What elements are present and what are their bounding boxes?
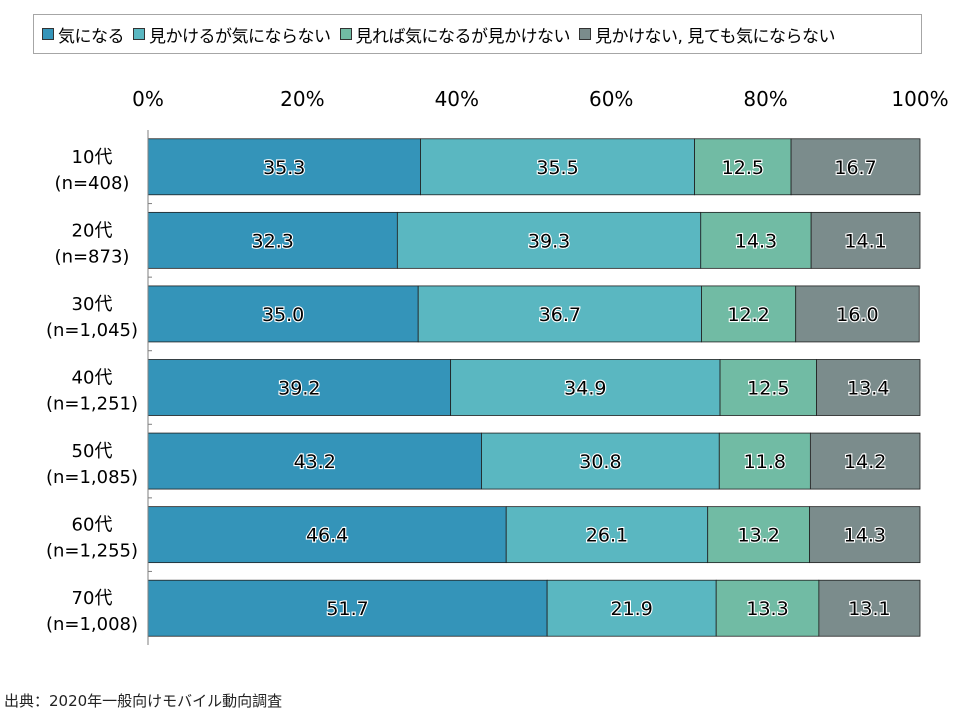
legend-swatch [42,28,54,40]
data-label: 46.4 [306,525,348,547]
legend-label: 気になる [58,26,125,47]
category-label: 50代(n=1,085) [46,441,138,488]
bar-segment [694,138,792,196]
bar-segment [147,211,398,269]
legend: 気になる 見かけるが気にならない 見れば気になるが見かけない 見かけない, 見ても気に… [33,14,922,54]
data-label: 13.2 [737,525,779,547]
x-tick-label: 60% [589,87,633,111]
data-label: 13.4 [847,378,889,400]
data-label: 14.3 [735,230,777,252]
data-label: 12.5 [747,378,789,400]
bar-segment [420,138,695,196]
bar-segment [809,506,921,564]
data-label: 26.1 [586,525,628,547]
bar-segment [396,211,702,269]
bar-segment [707,506,811,564]
data-label: 36.7 [539,304,581,326]
x-tick-label: 0% [132,87,164,111]
data-label: 14.1 [844,230,886,252]
bar-segment [701,285,797,343]
bar-segment [816,359,921,416]
data-label: 12.2 [727,304,769,326]
category-label: 30代(n=1,045) [46,294,138,341]
legend-item: 気になる [42,22,125,47]
x-tick-label: 80% [743,87,787,111]
data-label: 39.3 [528,230,570,252]
legend-swatch [133,28,145,40]
bar-segment [147,285,419,343]
bar-segment [795,285,920,343]
category-label: 10代(n=408) [55,147,130,194]
legend-item: 見かけるが気にならない [133,22,331,47]
data-label: 12.5 [722,157,764,179]
data-label: 14.3 [844,525,886,547]
data-label: 30.8 [579,451,621,473]
category-label: 70代(n=1,008) [46,588,138,635]
category-label: 60代(n=1,255) [46,515,138,562]
data-label: 11.8 [744,451,786,473]
x-tick-label: 20% [280,87,324,111]
data-label: 32.3 [252,230,294,252]
bar-segment [147,138,421,196]
legend-label: 見かけない, 見ても気にならない [595,26,835,47]
category-label: 40代(n=1,251) [46,368,138,415]
bar-segment [450,359,721,416]
source-note: 出典：2020年一般向けモバイル動向調査 [4,692,283,710]
bar-segment [147,359,452,416]
bar-segment [809,432,921,490]
legend-item: 見かけない, 見ても気にならない [579,22,835,47]
legend-swatch [579,28,591,40]
data-label: 13.1 [848,598,890,620]
legend-item: 見れば気になるが見かけない [339,22,571,47]
bar-segment [147,579,548,637]
legend-swatch [339,28,352,40]
bar-segment [481,432,720,490]
data-label: 43.2 [294,451,336,473]
data-label: 16.7 [834,157,876,179]
legend-label: 見かけるが気にならない [149,26,331,47]
data-label: 14.2 [844,451,886,473]
legend-label: 見れば気になるが見かけない [355,26,571,47]
data-label: 35.5 [536,157,578,179]
bar-segment [147,506,507,564]
bar-segment [417,285,702,343]
category-label: 20代(n=873) [55,220,130,267]
data-label: 16.0 [836,304,878,326]
bar-segment [790,138,921,196]
bar-segment [715,579,820,637]
bar-segment [546,579,717,637]
bar-segment [810,211,921,269]
bar-segment [719,359,817,416]
data-label: 35.3 [263,157,305,179]
data-label: 51.7 [326,598,368,620]
x-tick-label: 40% [435,87,479,111]
bar-segment [818,579,921,637]
data-label: 39.2 [278,378,320,400]
x-tick-label: 100% [891,87,948,111]
data-label: 35.0 [262,304,304,326]
data-label: 21.9 [611,598,653,620]
data-label: 13.3 [746,598,788,620]
data-label: 34.9 [564,378,606,400]
bar-segment [505,506,709,564]
bar-segment [147,432,482,490]
bar-segment [700,211,812,269]
